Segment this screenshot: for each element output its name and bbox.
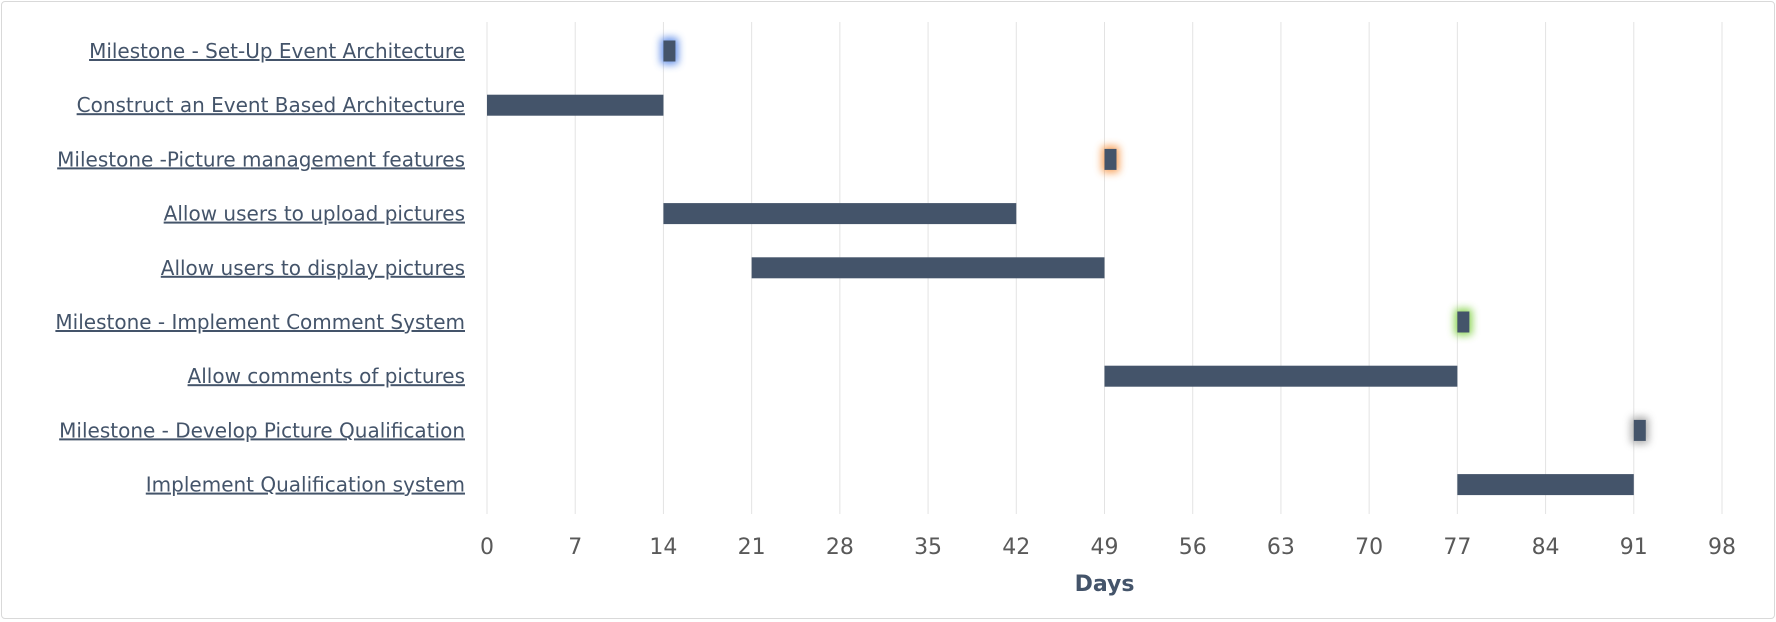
x-tick-label: 49	[1091, 535, 1119, 560]
task-label[interactable]: Allow comments of pictures	[188, 364, 465, 388]
x-tick-labels: 0 7 14 21 28 35 42 49 56 63 70 77 84 91 98	[480, 535, 1736, 560]
task-bar	[1104, 365, 1458, 387]
task-label[interactable]: Implement Qualification system	[146, 473, 465, 497]
x-tick-label: 42	[1002, 535, 1030, 560]
task-labels: Milestone - Set-Up Event Architecture Con…	[55, 39, 465, 497]
x-axis-title: Days	[1075, 572, 1135, 597]
task-bar	[487, 94, 664, 116]
x-tick-label: 0	[480, 535, 494, 560]
x-tick-label: 28	[826, 535, 854, 560]
x-tick-label: 70	[1355, 535, 1383, 560]
x-tick-label: 63	[1267, 535, 1295, 560]
x-tick-label: 98	[1708, 535, 1736, 560]
x-tick-label: 14	[649, 535, 677, 560]
task-label[interactable]: Milestone - Develop Picture Qualificatio…	[59, 418, 465, 442]
task-label[interactable]: Milestone - Implement Comment System	[55, 310, 465, 334]
x-tick-label: 91	[1620, 535, 1648, 560]
x-tick-label: 21	[738, 535, 766, 560]
milestone-marker	[1633, 419, 1646, 441]
x-tick-label: 77	[1443, 535, 1471, 560]
milestone-marker	[663, 40, 676, 62]
x-tick-label: 56	[1179, 535, 1207, 560]
task-bar	[663, 203, 1017, 225]
milestone-marker	[1457, 311, 1470, 333]
milestone-marker	[1104, 148, 1117, 170]
task-label[interactable]: Allow users to display pictures	[161, 256, 465, 280]
task-bar	[1457, 474, 1634, 496]
task-label[interactable]: Construct an Event Based Architecture	[77, 93, 465, 117]
task-bar	[751, 257, 1105, 279]
x-tick-label: 84	[1532, 535, 1560, 560]
task-label[interactable]: Milestone - Set-Up Event Architecture	[89, 39, 465, 63]
x-tick-label: 7	[568, 535, 582, 560]
task-label[interactable]: Allow users to upload pictures	[164, 202, 465, 226]
task-label[interactable]: Milestone -Picture management features	[57, 147, 465, 171]
bars	[487, 37, 1649, 496]
x-tick-label: 35	[914, 535, 942, 560]
